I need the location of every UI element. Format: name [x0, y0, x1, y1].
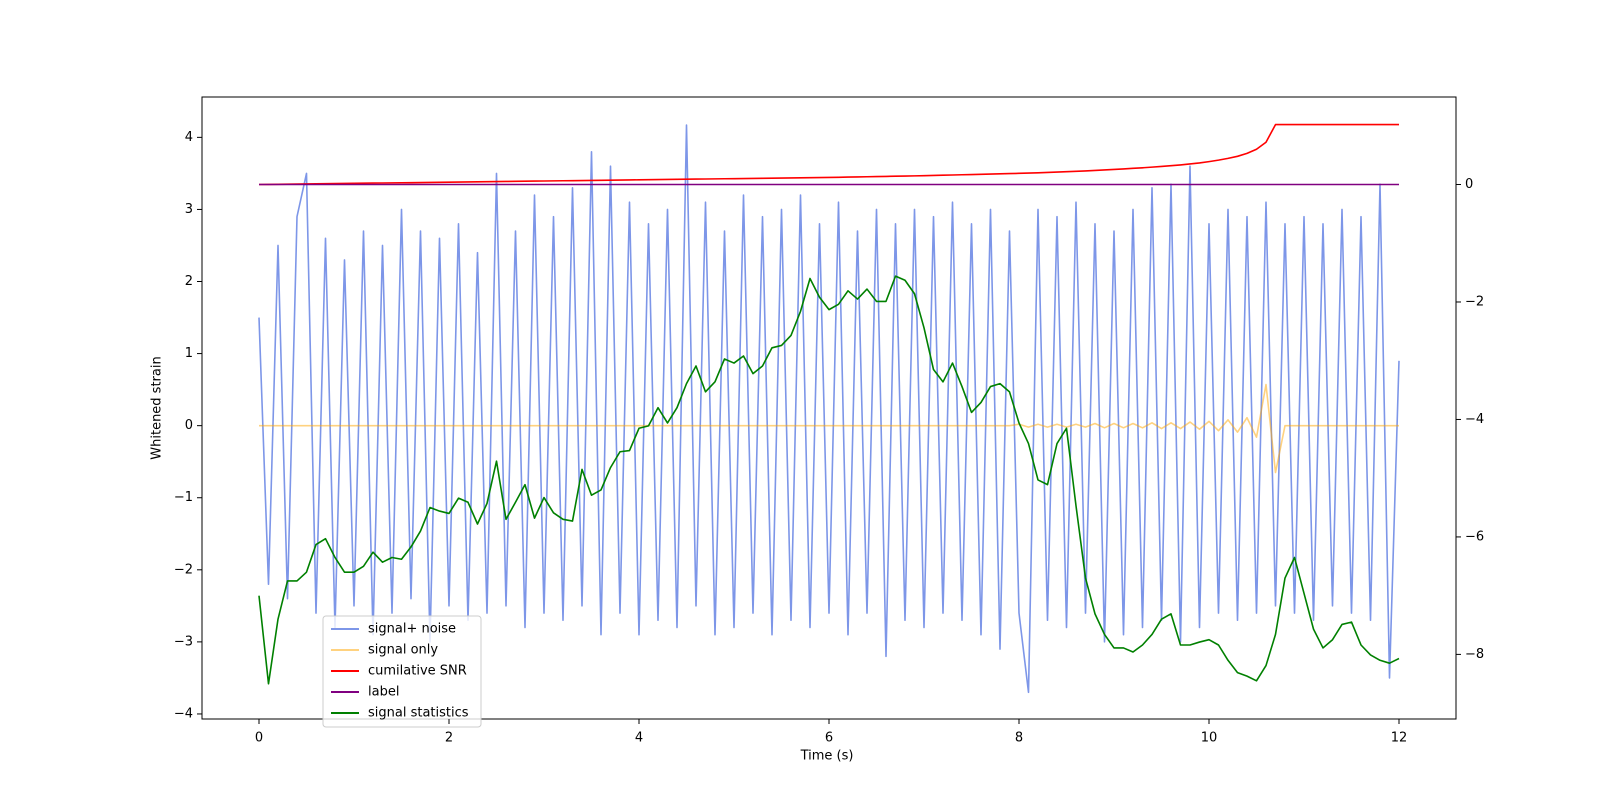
y-tick-label: −4 [174, 706, 193, 721]
y2-tick-label: −8 [1465, 647, 1484, 662]
y-tick-label: 2 [185, 274, 193, 289]
series-line [258, 123, 1399, 186]
plot-area [258, 123, 1400, 694]
legend-label: signal+ noise [368, 622, 456, 637]
legend-label: signal statistics [368, 706, 469, 721]
legend-label: cumilative SNR [368, 664, 467, 679]
legend: signal+ noise signal only cumilative SNR la… [322, 615, 482, 728]
y2-tick-label: −2 [1465, 294, 1484, 309]
y-tick-label: −2 [174, 562, 193, 577]
x-axis-label: Time (s) [800, 749, 854, 764]
series-line [259, 383, 1399, 474]
x-tick-label: 2 [445, 731, 453, 746]
x-tick-label: 12 [1391, 731, 1408, 746]
x-tick-label: 10 [1201, 731, 1218, 746]
x-tick-label: 6 [825, 731, 833, 746]
legend-box [322, 615, 482, 728]
legend-label: signal only [368, 643, 438, 658]
y-tick-label: −1 [174, 490, 193, 505]
legend-label: label [368, 685, 399, 700]
x-tick-label: 0 [255, 731, 263, 746]
y-tick-label: 0 [185, 418, 193, 433]
x-tick-label: 8 [1015, 731, 1023, 746]
y-tick-label: 1 [185, 346, 193, 361]
y-axis-label: Whitened strain [150, 356, 165, 459]
series-line [258, 275, 1400, 685]
y-tick-label: −3 [174, 634, 193, 649]
y2-tick-label: −4 [1465, 412, 1484, 427]
y-tick-label: 3 [185, 202, 193, 217]
series-line [258, 124, 1400, 694]
y2-tick-label: −6 [1465, 529, 1484, 544]
y-tick-label: 4 [185, 130, 193, 145]
x-tick-label: 4 [635, 731, 643, 746]
y2-tick-label: 0 [1465, 177, 1473, 192]
